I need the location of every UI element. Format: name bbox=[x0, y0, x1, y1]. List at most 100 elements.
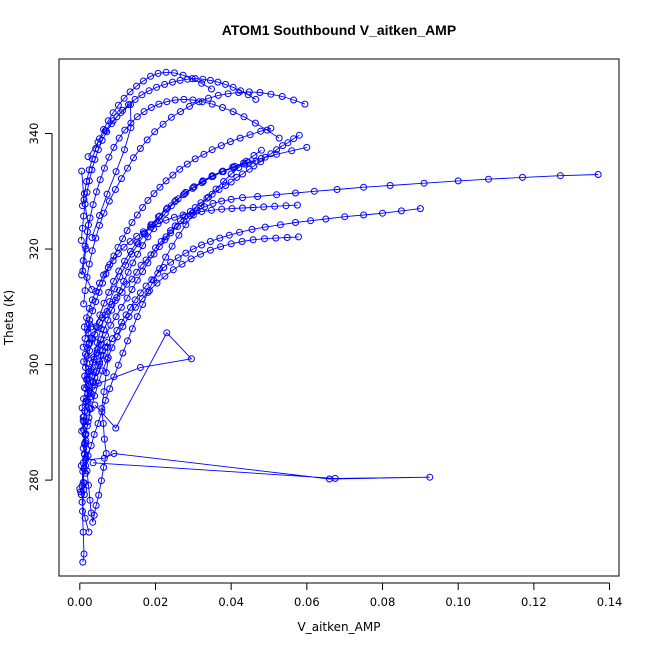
data-point bbox=[240, 159, 248, 167]
data-point bbox=[276, 221, 284, 229]
data-point bbox=[331, 474, 339, 482]
data-point bbox=[174, 254, 182, 262]
data-point bbox=[162, 177, 170, 185]
data-point bbox=[89, 518, 97, 526]
data-point bbox=[222, 182, 229, 189]
data-point bbox=[239, 170, 246, 178]
data-point bbox=[186, 102, 193, 110]
data-point bbox=[257, 127, 265, 135]
data-point bbox=[120, 277, 128, 285]
y-tick-label: 320 bbox=[27, 238, 41, 260]
data-point bbox=[140, 230, 148, 237]
data-point bbox=[188, 75, 196, 83]
data-point bbox=[103, 355, 111, 363]
data-point bbox=[96, 311, 104, 319]
data-point bbox=[182, 221, 190, 229]
data-point bbox=[179, 71, 187, 79]
data-point bbox=[102, 396, 109, 404]
data-point bbox=[129, 259, 137, 267]
data-point bbox=[212, 185, 220, 193]
data-point bbox=[147, 72, 155, 80]
data-point bbox=[163, 205, 170, 213]
data-point bbox=[386, 182, 394, 189]
data-point bbox=[199, 178, 207, 185]
data-point bbox=[261, 223, 269, 231]
data-point bbox=[205, 94, 212, 102]
data-point bbox=[83, 352, 91, 360]
series-line bbox=[85, 149, 262, 466]
data-point bbox=[284, 139, 292, 147]
series-line bbox=[84, 162, 244, 377]
data-point bbox=[84, 383, 92, 390]
data-point bbox=[121, 257, 128, 265]
data-point bbox=[80, 479, 88, 487]
data-point bbox=[81, 439, 89, 447]
data-point bbox=[131, 296, 139, 304]
data-point bbox=[301, 100, 309, 108]
data-point bbox=[198, 241, 206, 249]
data-point bbox=[197, 250, 204, 258]
data-point bbox=[170, 69, 178, 77]
series-17 bbox=[82, 450, 434, 483]
data-point bbox=[556, 172, 564, 180]
series-line bbox=[83, 174, 599, 388]
data-point bbox=[227, 195, 235, 203]
data-point bbox=[139, 268, 147, 276]
y-tick-label: 340 bbox=[27, 123, 41, 145]
data-point bbox=[236, 134, 244, 142]
data-point bbox=[107, 321, 115, 329]
data-point bbox=[189, 184, 197, 192]
data-point bbox=[519, 173, 526, 181]
data-point bbox=[206, 238, 214, 245]
data-point bbox=[100, 388, 108, 396]
data-point bbox=[126, 238, 134, 245]
data-point bbox=[181, 190, 189, 198]
data-point bbox=[214, 78, 222, 86]
data-point bbox=[169, 171, 177, 179]
data-point bbox=[121, 126, 129, 134]
data-point bbox=[99, 420, 107, 427]
data-point bbox=[161, 236, 169, 244]
series-15 bbox=[81, 159, 248, 380]
data-point bbox=[85, 305, 93, 312]
data-point bbox=[420, 179, 428, 187]
data-point bbox=[115, 267, 123, 275]
data-point bbox=[209, 199, 217, 207]
data-point bbox=[133, 238, 141, 246]
series-12 bbox=[78, 95, 283, 279]
data-point bbox=[180, 95, 188, 103]
data-point bbox=[179, 211, 187, 219]
data-point bbox=[94, 362, 102, 370]
data-point bbox=[293, 201, 301, 209]
data-point bbox=[139, 204, 147, 211]
data-point bbox=[160, 264, 168, 271]
data-point bbox=[163, 98, 171, 106]
data-point bbox=[113, 333, 121, 341]
data-point bbox=[150, 190, 158, 198]
data-point bbox=[119, 235, 127, 243]
data-point bbox=[283, 234, 291, 241]
data-point bbox=[154, 269, 162, 277]
data-point bbox=[144, 259, 152, 267]
data-point bbox=[153, 279, 161, 287]
data-point bbox=[100, 463, 108, 471]
data-point bbox=[206, 76, 214, 84]
data-point bbox=[153, 83, 161, 91]
data-point bbox=[173, 223, 181, 230]
data-point bbox=[170, 213, 178, 221]
data-point bbox=[310, 187, 318, 195]
data-point bbox=[109, 109, 117, 117]
data-point bbox=[267, 124, 275, 132]
data-point bbox=[256, 89, 264, 96]
data-point bbox=[111, 186, 119, 193]
data-point bbox=[131, 303, 139, 311]
data-point bbox=[178, 260, 186, 268]
data-point bbox=[252, 95, 260, 103]
data-point bbox=[240, 113, 248, 121]
x-tick-label: 0.14 bbox=[597, 595, 623, 609]
data-point bbox=[94, 420, 102, 427]
data-point bbox=[127, 247, 134, 255]
data-point bbox=[198, 98, 206, 106]
data-point bbox=[144, 288, 152, 296]
data-point bbox=[239, 194, 246, 202]
